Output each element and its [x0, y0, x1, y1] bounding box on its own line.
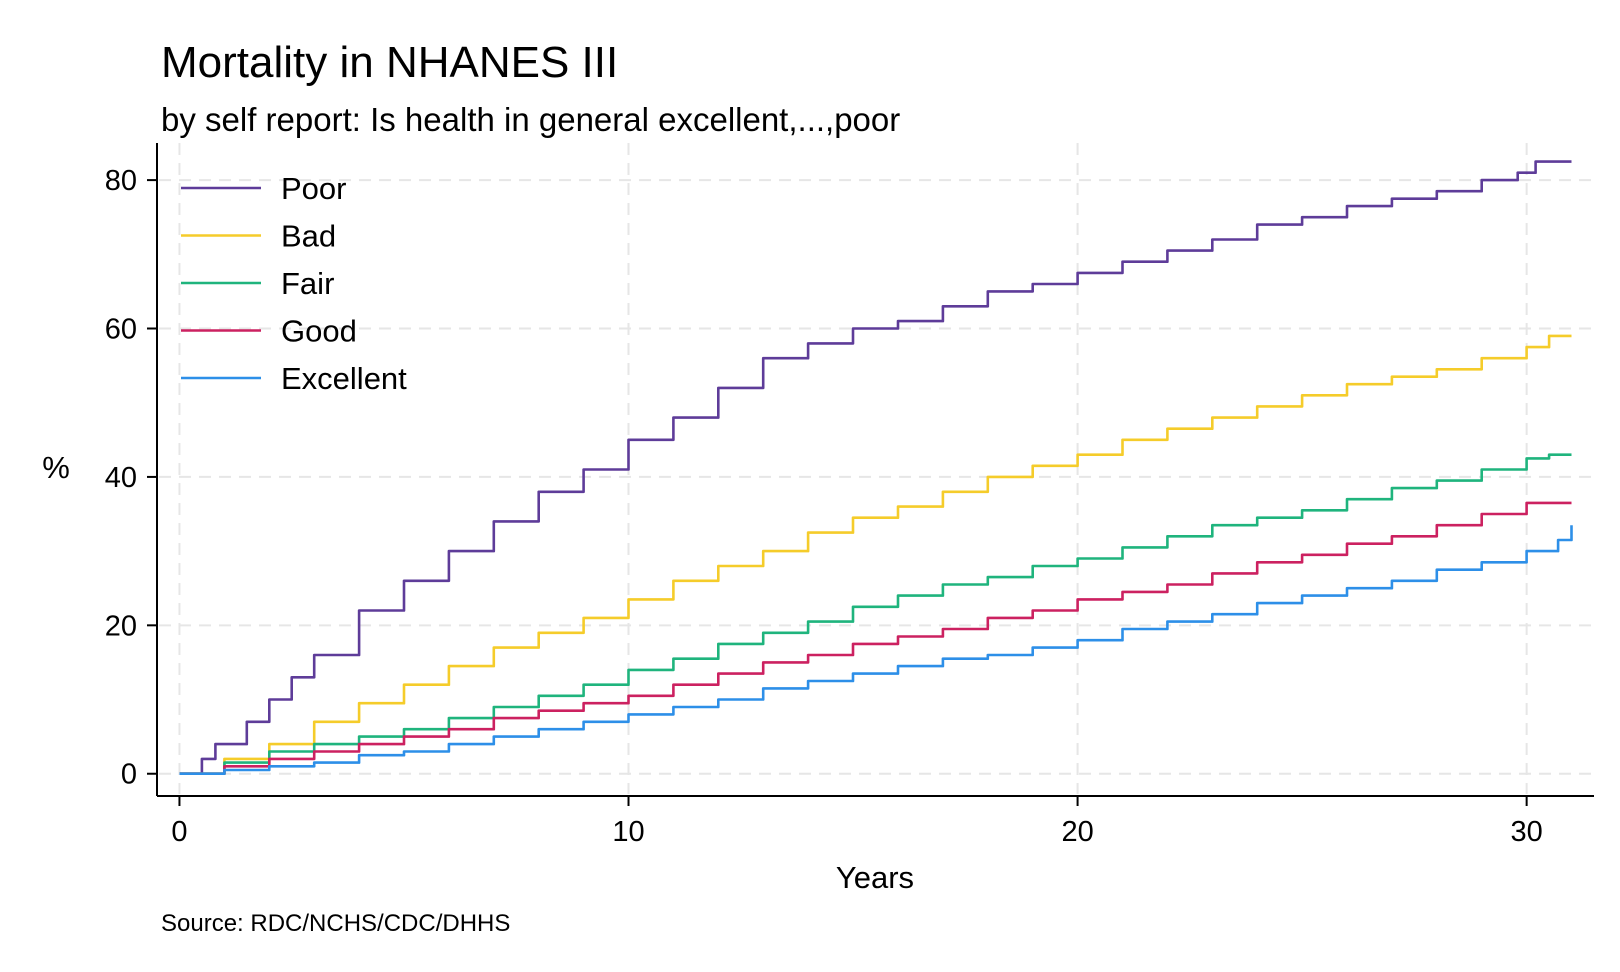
- y-tick-label: 40: [105, 462, 137, 494]
- series-line-bad: [179, 334, 1572, 775]
- x-axis-title: Years: [836, 860, 914, 895]
- legend-label-poor: Poor: [281, 171, 346, 206]
- series-line-fair: [179, 453, 1572, 775]
- y-tick-label: 80: [105, 165, 137, 197]
- chart-title: Mortality in NHANES III: [161, 38, 618, 87]
- legend-label-excellent: Excellent: [281, 361, 407, 396]
- grid: [159, 143, 1594, 794]
- legend: Poor Bad Fair Good Excellent: [181, 171, 407, 396]
- x-axis-ticks: 0 10 20 30: [171, 796, 1543, 848]
- y-tick-label: 60: [105, 314, 137, 346]
- source-note: Source: RDC/NCHS/CDC/DHHS: [161, 910, 510, 937]
- y-tick-label: 20: [105, 610, 137, 642]
- series-line-poor: [179, 160, 1572, 775]
- x-tick-label: 0: [171, 816, 187, 848]
- y-tick-label: 0: [121, 759, 137, 791]
- series-line-excellent: [179, 525, 1573, 775]
- y-axis-title: %: [42, 450, 70, 485]
- x-tick-label: 30: [1511, 816, 1543, 848]
- legend-label-fair: Fair: [281, 266, 334, 301]
- x-tick-label: 10: [612, 816, 644, 848]
- legend-label-bad: Bad: [281, 219, 336, 254]
- chart-subtitle: by self report: Is health in general exc…: [161, 101, 900, 138]
- series-line-good: [179, 501, 1572, 775]
- x-tick-label: 20: [1061, 816, 1093, 848]
- y-axis-ticks: 0 20 40 60 80: [105, 165, 157, 791]
- series-lines: [179, 160, 1573, 775]
- legend-label-good: Good: [281, 314, 357, 349]
